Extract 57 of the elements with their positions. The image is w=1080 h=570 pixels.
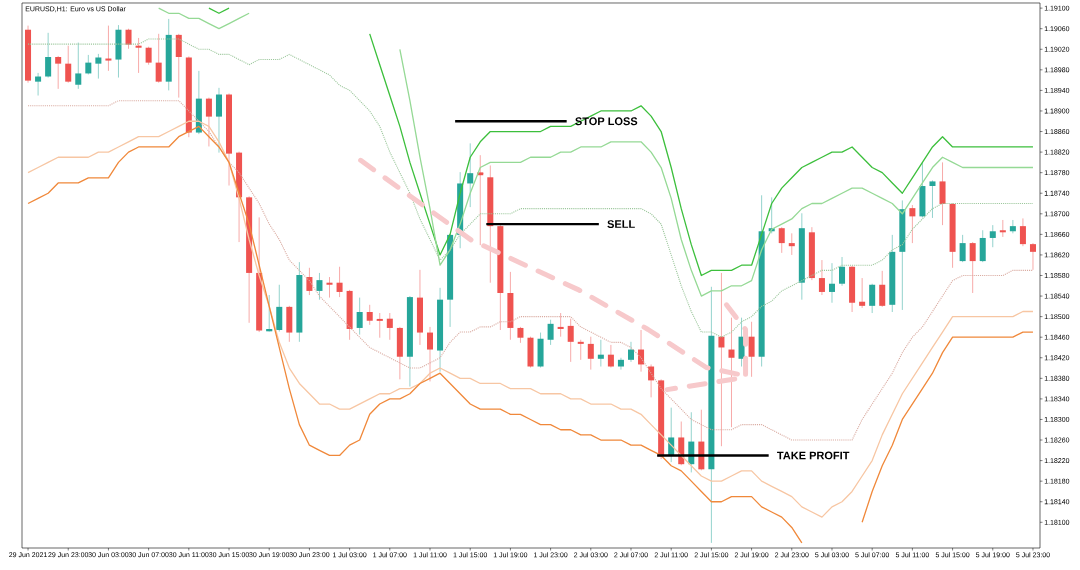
candlestick <box>828 262 835 304</box>
candlestick <box>577 339 584 361</box>
ref-line-label: TAKE PROFIT <box>777 451 850 460</box>
candlestick <box>718 272 725 447</box>
candlestick <box>105 25 112 72</box>
candlestick <box>356 297 363 336</box>
candlestick <box>989 224 996 248</box>
candlestick <box>1019 217 1026 247</box>
candlestick <box>276 284 283 332</box>
candlestick <box>909 204 916 244</box>
candlestick <box>627 341 635 363</box>
candlestick <box>929 179 936 219</box>
candlestick <box>969 241 976 294</box>
candlestick <box>155 33 162 84</box>
candlestick <box>55 55 62 90</box>
candlestick <box>818 259 825 296</box>
candlestick <box>557 312 564 338</box>
candlestick <box>748 321 755 378</box>
candlestick <box>939 161 946 226</box>
candlestick <box>215 87 222 154</box>
candlestick <box>316 272 323 301</box>
candlestick <box>959 234 966 263</box>
candlestick <box>336 266 343 298</box>
candlestick <box>999 219 1006 238</box>
candlestick <box>35 72 42 96</box>
candlestick <box>547 319 554 346</box>
candlestick <box>75 42 82 90</box>
candlestick <box>135 37 142 74</box>
candlestick <box>375 312 384 339</box>
candlestick <box>869 283 876 314</box>
candlestick <box>839 256 846 287</box>
candlestick <box>205 97 212 147</box>
candlestick <box>788 232 795 256</box>
candlestick <box>859 277 866 309</box>
candlestick <box>1029 242 1036 271</box>
candlestick <box>45 32 52 78</box>
candlestick <box>597 339 604 367</box>
candlestick <box>617 357 624 371</box>
candlestick <box>175 33 182 99</box>
candlestick <box>879 270 886 308</box>
candlestick <box>426 326 434 382</box>
candlestick <box>366 304 373 326</box>
candlestick <box>326 276 333 299</box>
candlestick <box>125 28 132 50</box>
candlestick <box>386 312 393 341</box>
candlestick <box>567 318 574 363</box>
candlestick <box>85 54 92 75</box>
candlestick <box>979 229 986 263</box>
candlestick <box>467 142 474 208</box>
candlestick <box>728 317 735 428</box>
candlestick <box>607 344 614 368</box>
candlestick <box>587 336 594 371</box>
ref-line-label: SELL <box>607 220 635 228</box>
candlestick <box>95 53 102 80</box>
candlestick <box>65 45 72 84</box>
candlestick <box>1009 219 1016 234</box>
candlestick <box>778 226 785 254</box>
